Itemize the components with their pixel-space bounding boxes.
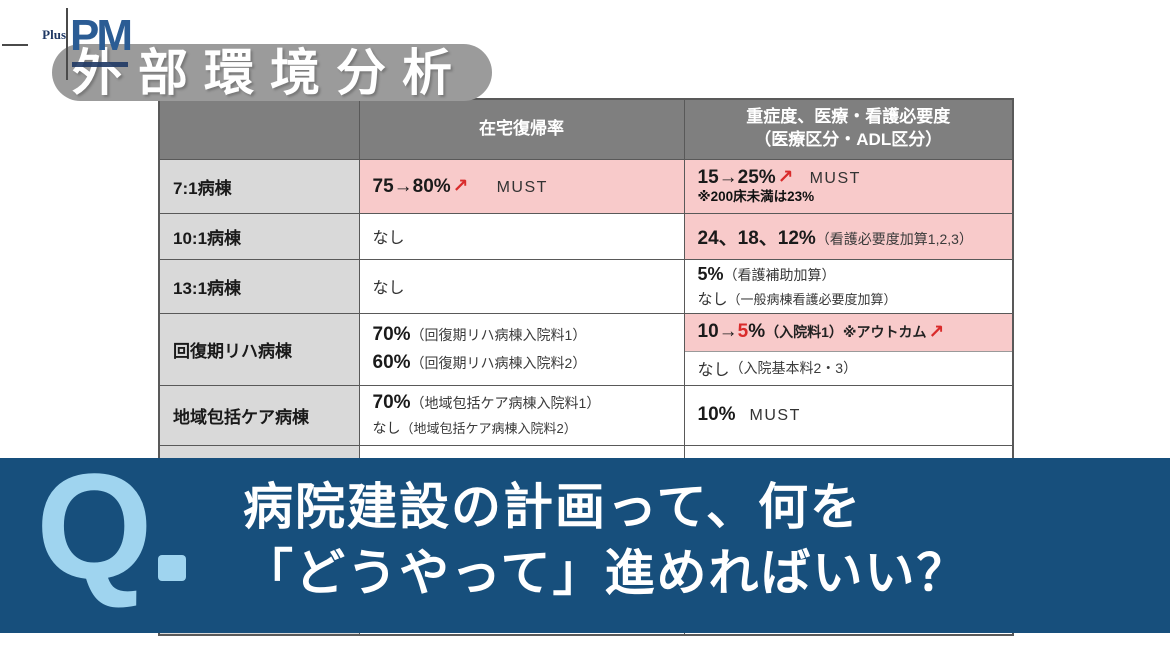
severity-subrow-top: 10→ 5% （入院料1）※アウトカム ↗ — [684, 313, 1012, 352]
table-row: 回復期リハ病棟 70%（回復期リハ病棟入院料1） 60%（回復期リハ病棟入院料2… — [158, 312, 1014, 386]
value-text: なし — [372, 280, 405, 297]
value-red-text: 5 — [737, 321, 749, 342]
value-text: なし — [372, 230, 405, 247]
cell-kaifukuki-severity: 10→ 5% （入院料1）※アウトカム ↗ なし （入院基本料2・3） — [683, 312, 1014, 386]
cell-13-1-severity: 5%（看護補助加算） なし（一般病棟看護必要度加算） — [683, 258, 1014, 314]
paren-text: （地域包括ケア病棟入院料2） — [400, 421, 577, 437]
logo-cross-line — [2, 44, 28, 46]
footnote-text: ※200床未満は23% — [697, 189, 815, 205]
up-arrow-icon: ↗ — [928, 321, 945, 343]
value-text: 60% — [372, 352, 411, 373]
table-header-row: 在宅復帰率 重症度、医療・看護必要度 （医療区分・ADL区分） — [158, 98, 1014, 160]
page-title: 外部環境分析 — [72, 44, 468, 101]
paren-text: （回復期リハ病棟入院料1） — [410, 326, 587, 343]
cell-kaifukuki-home-rate: 70%（回復期リハ病棟入院料1） 60%（回復期リハ病棟入院料2） — [358, 312, 685, 386]
severity-subrow-bottom: なし （入院基本料2・3） — [684, 351, 1012, 385]
cell-7-1-severity: 15→25% ↗ MUST ※200床未満は23% — [683, 158, 1014, 214]
header-empty — [158, 98, 360, 160]
value-text: 10→ — [697, 321, 738, 342]
table-row: 10:1病棟 なし 24、18、12%（看護必要度加算1,2,3） — [158, 212, 1014, 260]
paren-text: （一般病棟看護必要度加算） — [727, 291, 897, 307]
value-text: 75→80% — [372, 175, 451, 197]
value-text: なし — [697, 290, 728, 308]
cell-13-1-home-rate: なし — [358, 258, 685, 314]
value-text: なし — [372, 420, 401, 437]
paren-text: （入院料1）※アウトカム — [765, 324, 927, 340]
logo-vertical-line — [66, 8, 68, 80]
value-text: 70% — [372, 391, 411, 413]
paren-text: （地域包括ケア病棟入院料1） — [410, 394, 601, 411]
header-severity-line2: （医療区分・ADL区分） — [754, 130, 943, 150]
table-row: 13:1病棟 なし 5%（看護補助加算） なし（一般病棟看護必要度加算） — [158, 258, 1014, 314]
value-text: 15→25% — [697, 167, 776, 189]
row-label-chiiki: 地域包括ケア病棟 — [158, 384, 360, 446]
value-text: % — [748, 321, 766, 342]
cell-chiiki-severity: 10% MUST — [683, 384, 1014, 446]
logo-caption-bar — [72, 62, 128, 67]
header-severity: 重症度、医療・看護必要度 （医療区分・ADL区分） — [683, 98, 1014, 160]
q-mark: Q — [36, 442, 153, 610]
cell-7-1-home-rate: 75→80% ↗ MUST — [358, 158, 685, 214]
row-label-13-1: 13:1病棟 — [158, 258, 360, 314]
value-text: 5% — [697, 263, 724, 284]
paren-text: （看護補助加算） — [723, 266, 836, 283]
value-text: 10% — [697, 404, 736, 425]
row-label-kaifukuki: 回復期リハ病棟 — [158, 312, 360, 386]
q-mark-dot — [158, 555, 186, 581]
up-arrow-icon: ↗ — [452, 175, 469, 197]
value-text: 24、18、12% — [697, 227, 816, 249]
page-title-box: 外部環境分析 — [52, 44, 492, 101]
table-row: 地域包括ケア病棟 70%（地域包括ケア病棟入院料1） なし（地域包括ケア病棟入院… — [158, 384, 1014, 446]
table-row: 7:1病棟 75→80% ↗ MUST 15→25% ↗ MUST ※200床未満は23… — [158, 158, 1014, 214]
must-label: MUST — [749, 407, 801, 424]
value-text: なし — [697, 362, 730, 379]
paren-text: （看護必要度加算1,2,3） — [815, 230, 973, 247]
cell-chiiki-home-rate: 70%（地域包括ケア病棟入院料1） なし（地域包括ケア病棟入院料2） — [358, 384, 685, 446]
header-severity-line1: 重症度、医療・看護必要度 — [746, 107, 951, 127]
question-banner: Q 病院建設の計画って、何を 「どうやって」進めればいい？ — [0, 442, 1170, 633]
cell-10-1-severity: 24、18、12%（看護必要度加算1,2,3） — [683, 212, 1014, 260]
value-text: 70% — [372, 323, 411, 345]
question-line1: 病院建設の計画って、何を — [243, 479, 862, 535]
header-home-return-rate: 在宅復帰率 — [358, 98, 685, 160]
cell-10-1-home-rate: なし — [358, 212, 685, 260]
must-label: MUST — [496, 178, 548, 196]
plus-pm-logo: PM — [70, 11, 133, 60]
must-label: MUST — [809, 170, 861, 188]
paren-text: （入院基本料2・3） — [729, 360, 858, 376]
row-label-10-1: 10:1病棟 — [158, 212, 360, 260]
row-label-7-1: 7:1病棟 — [158, 158, 360, 214]
paren-text: （回復期リハ病棟入院料2） — [410, 355, 587, 371]
question-line2: 「どうやって」進めればいい？ — [243, 545, 969, 601]
logo-plus-text: Plus — [42, 27, 66, 42]
up-arrow-icon: ↗ — [777, 167, 794, 189]
question-text: 病院建設の計画って、何を 「どうやって」進めればいい？ — [243, 474, 969, 606]
